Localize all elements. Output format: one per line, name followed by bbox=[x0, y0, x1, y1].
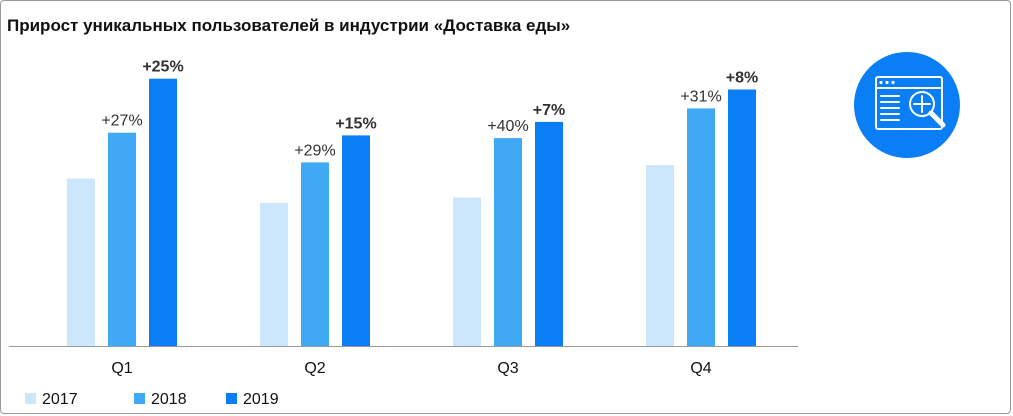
data-labels: +27% +25% +29%+15% +40% +7% +31% +8% bbox=[101, 59, 758, 160]
legend-label-2018: 2018 bbox=[151, 391, 187, 408]
x-tick-label-Q1: Q1 bbox=[111, 360, 132, 377]
bar-2018-Q3 bbox=[494, 138, 522, 346]
bar-2019-Q2 bbox=[342, 135, 370, 346]
analytics-search-icon bbox=[854, 52, 960, 158]
bar-2019-Q4 bbox=[728, 89, 756, 346]
data-label-2019-Q1: +25% bbox=[142, 59, 183, 76]
legend-swatch-2018 bbox=[134, 393, 145, 404]
data-label-2019-Q3: +7% bbox=[533, 102, 565, 119]
data-label-2018-Q4: +31% bbox=[680, 88, 721, 105]
bar-2018-Q2 bbox=[301, 162, 329, 346]
bar-2018-Q1 bbox=[108, 132, 136, 346]
x-tick-labels: Q1 Q2 Q3 Q4 bbox=[111, 360, 711, 377]
bar-2019-Q1 bbox=[149, 78, 177, 346]
bar-2017-Q3 bbox=[453, 197, 481, 346]
x-tick-label-Q4: Q4 bbox=[690, 360, 711, 377]
bar-2019-Q3 bbox=[535, 121, 563, 347]
legend-swatch-2019 bbox=[226, 393, 237, 404]
bar-2018-Q4 bbox=[687, 108, 715, 347]
data-label-2018-Q3: +40% bbox=[487, 118, 528, 135]
data-label-2018-Q1: +27% bbox=[101, 113, 142, 130]
bar-2017-Q1 bbox=[67, 178, 95, 346]
data-label-2018-Q2: +29% bbox=[294, 142, 335, 159]
legend: 2017 2018 2019 bbox=[25, 391, 279, 408]
legend-swatch-2017 bbox=[25, 393, 36, 404]
legend-label-2019: 2019 bbox=[243, 391, 279, 408]
data-label-2019-Q4: +8% bbox=[726, 70, 758, 87]
legend-label-2017: 2017 bbox=[42, 391, 78, 408]
data-label-2019-Q2: +15% bbox=[335, 115, 376, 132]
bar-2017-Q4 bbox=[646, 165, 674, 346]
x-tick-label-Q2: Q2 bbox=[304, 360, 325, 377]
chart-title: Прирост уникальных пользователей в индус… bbox=[7, 16, 571, 35]
x-tick-label-Q3: Q3 bbox=[497, 360, 518, 377]
bars-group bbox=[67, 78, 756, 347]
bar-2017-Q2 bbox=[260, 202, 288, 346]
